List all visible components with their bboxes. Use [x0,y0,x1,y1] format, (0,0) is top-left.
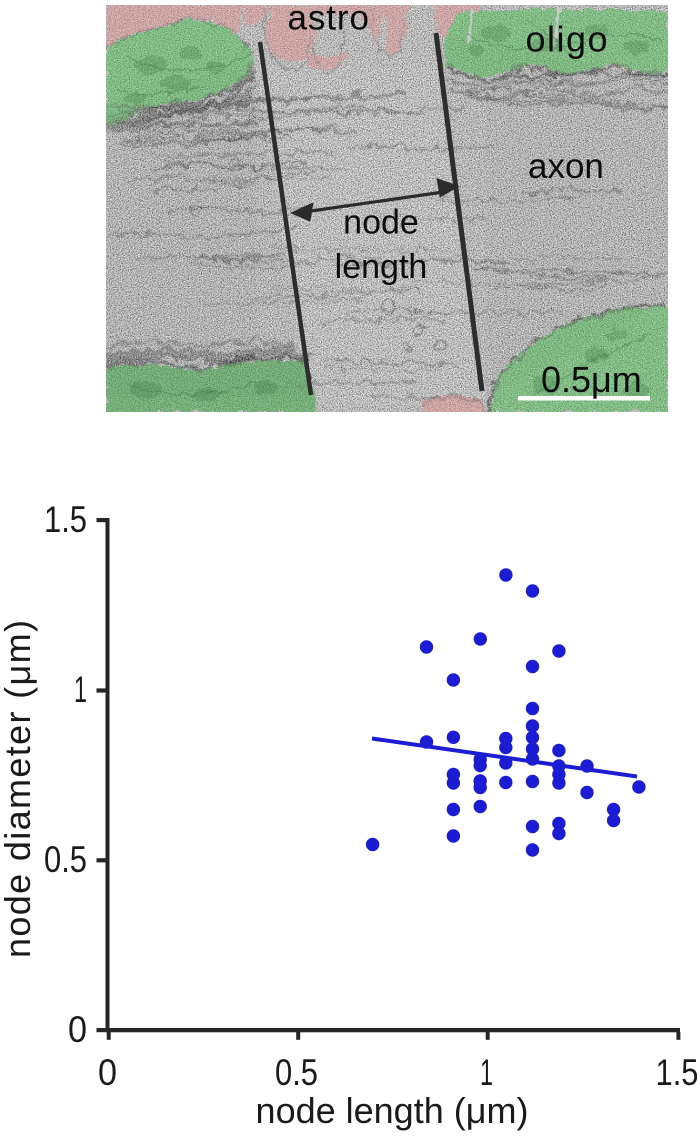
svg-text:length: length [335,248,428,286]
svg-text:1.5: 1.5 [656,1052,697,1093]
svg-text:node diameter (μm): node diameter (μm) [0,620,38,958]
svg-text:0.5: 0.5 [275,1052,318,1093]
svg-text:1: 1 [74,669,87,710]
svg-text:oligo: oligo [526,19,610,60]
svg-text:0.5μm: 0.5μm [541,359,642,400]
svg-text:0.5: 0.5 [44,839,87,880]
svg-text:node: node [343,204,419,242]
svg-text:0: 0 [98,1052,117,1093]
svg-text:0: 0 [68,1009,87,1050]
svg-text:astro: astro [288,5,370,38]
svg-text:node length (μm): node length (μm) [256,1090,529,1131]
svg-text:axon: axon [528,147,604,186]
svg-text:1: 1 [480,1052,493,1093]
svg-text:1.5: 1.5 [44,499,87,540]
